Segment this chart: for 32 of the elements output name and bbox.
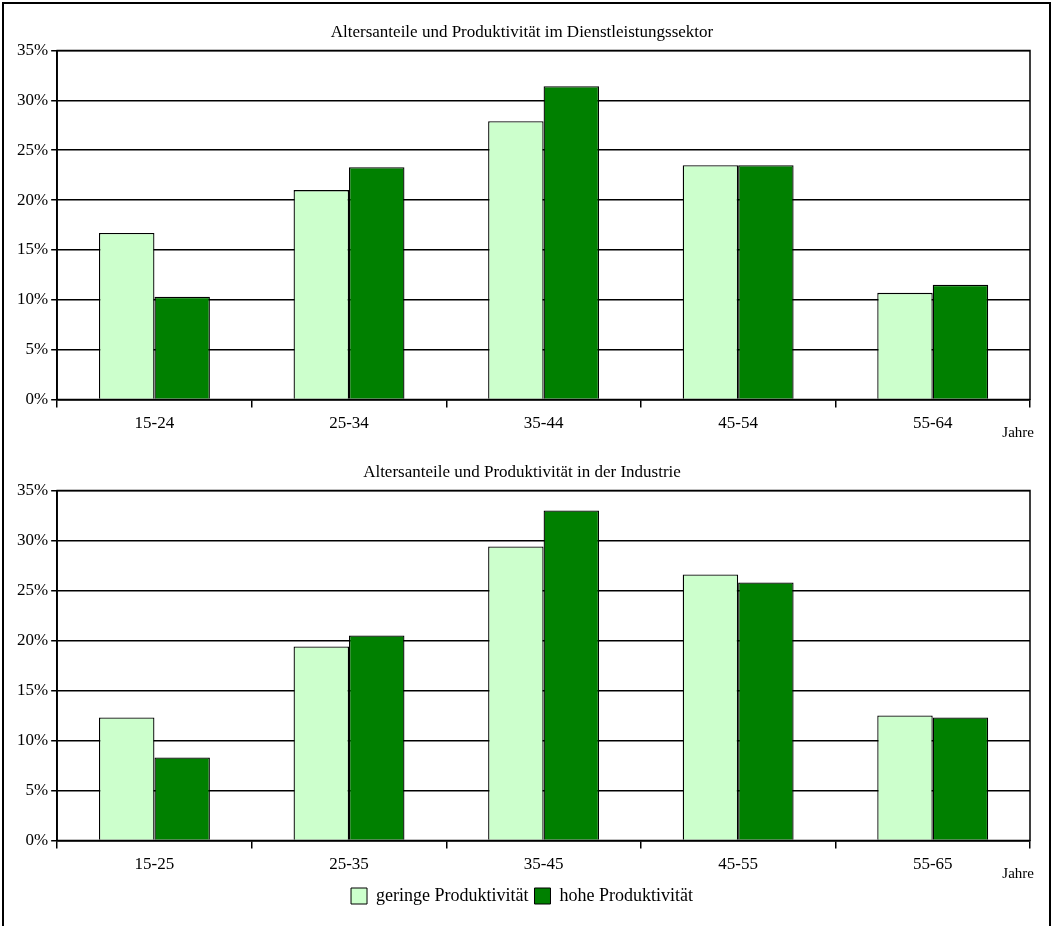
x-tick-label: 45-55 xyxy=(718,854,758,874)
y-tick-label: 0% xyxy=(25,830,49,850)
x-tick-label: 25-34 xyxy=(329,413,370,433)
chart-title: Altersanteile und Produktivität im Dienstleistungssektor xyxy=(330,21,714,41)
y-tick-label: 5% xyxy=(25,780,49,800)
x-tick-label: 55-65 xyxy=(912,854,953,874)
y-tick-label: 10% xyxy=(16,289,49,309)
x-tick-label: 15-24 xyxy=(134,413,175,433)
x-tick-label: 25-35 xyxy=(329,854,369,874)
y-tick-label: 10% xyxy=(16,730,49,750)
y-tick-label: 15% xyxy=(16,679,49,699)
y-tick-label: 30% xyxy=(16,529,49,549)
x-tick-label: 35-44 xyxy=(523,413,564,433)
x-tick-label: 45-54 xyxy=(718,413,759,433)
y-tick-label: 30% xyxy=(16,89,49,109)
y-tick-label: 35% xyxy=(16,39,49,59)
x-axis-title: Jahre xyxy=(1002,865,1035,882)
y-tick-label: 15% xyxy=(16,239,49,259)
chart-title: Altersanteile und Produktivität in der Industrie xyxy=(363,461,681,481)
y-tick-label: 5% xyxy=(25,339,49,359)
y-tick-label: 35% xyxy=(16,479,49,499)
y-tick-label: 20% xyxy=(16,189,49,209)
legend-label: hohe Produktivität xyxy=(559,884,693,905)
legend-label: geringe Produktivität xyxy=(376,884,529,905)
y-tick-label: 0% xyxy=(25,389,49,409)
y-tick-label: 25% xyxy=(16,579,49,599)
x-tick-label: 55-64 xyxy=(912,413,954,433)
y-tick-label: 25% xyxy=(16,139,49,159)
x-tick-label: 15-25 xyxy=(134,854,175,874)
y-tick-label: 20% xyxy=(16,629,49,649)
x-tick-label: 35-45 xyxy=(523,854,564,874)
x-axis-title: Jahre xyxy=(1002,424,1035,441)
